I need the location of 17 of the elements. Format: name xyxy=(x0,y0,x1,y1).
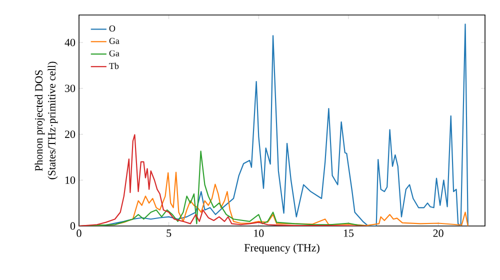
y-tick-label: 40 xyxy=(64,38,76,46)
y-tick-label: 10 xyxy=(65,176,76,184)
legend-label: Ga xyxy=(109,50,120,56)
x-tick-label: 0 xyxy=(76,230,82,237)
y-tick-label: 20 xyxy=(65,130,76,138)
y-axis-title: Phonon projected DOS (States/THz·primitive cell) xyxy=(34,62,58,180)
y-tick-label: 30 xyxy=(65,84,76,92)
x-tick-label: 10 xyxy=(254,230,264,237)
legend-label: O xyxy=(109,26,116,32)
y-tick-label: 0 xyxy=(70,222,76,230)
x-tick-label: 5 xyxy=(166,230,172,237)
line-series xyxy=(79,134,367,226)
x-axis-title: Frequency (THz) xyxy=(244,244,320,254)
x-tick-label: 20 xyxy=(433,230,444,237)
legend-label: Ga xyxy=(109,38,120,44)
legend-label: Tb xyxy=(109,62,119,70)
x-tick-label: 15 xyxy=(344,230,354,237)
